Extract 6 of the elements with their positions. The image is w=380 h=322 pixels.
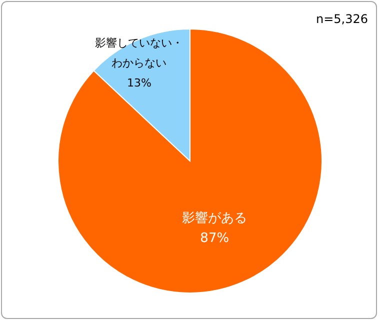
slice-label: 影響していない・わからない — [95, 36, 184, 70]
text: n=5,326 — [316, 12, 368, 26]
data-label: 87% — [200, 230, 230, 246]
pie-slice — [58, 28, 322, 294]
data-label: 13% — [126, 76, 152, 90]
slice-label: 影響がある — [182, 210, 248, 226]
